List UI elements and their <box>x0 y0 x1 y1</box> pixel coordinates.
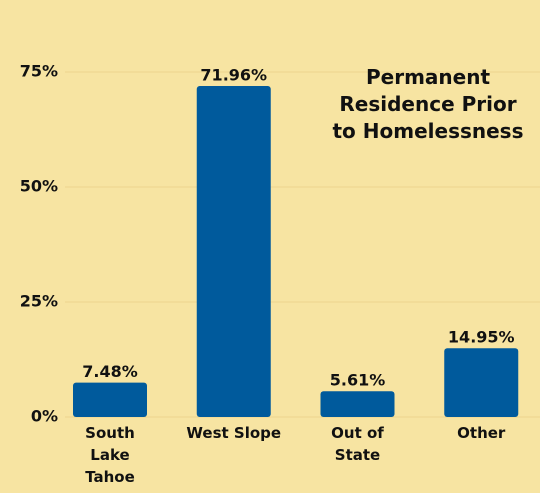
y-tick-label: 0% <box>31 407 58 426</box>
chart-title: Permanent Residence Prior to Homelessnes… <box>332 65 524 143</box>
y-tick-label: 50% <box>20 177 58 196</box>
value-label: 71.96% <box>200 65 267 84</box>
value-label: 14.95% <box>448 328 515 347</box>
x-tick-label: Out of State <box>331 424 384 464</box>
y-tick-label: 75% <box>20 62 58 81</box>
bar <box>73 382 147 417</box>
bar <box>444 348 519 417</box>
x-tick-label: South Lake Tahoe <box>85 424 135 486</box>
x-tick-label: Other <box>457 424 506 442</box>
value-label: 7.48% <box>82 362 138 381</box>
y-tick-label: 25% <box>20 292 58 311</box>
x-tick-label: West Slope <box>186 424 282 442</box>
bar <box>196 85 271 417</box>
value-label: 5.61% <box>330 371 386 390</box>
bar <box>320 391 395 417</box>
